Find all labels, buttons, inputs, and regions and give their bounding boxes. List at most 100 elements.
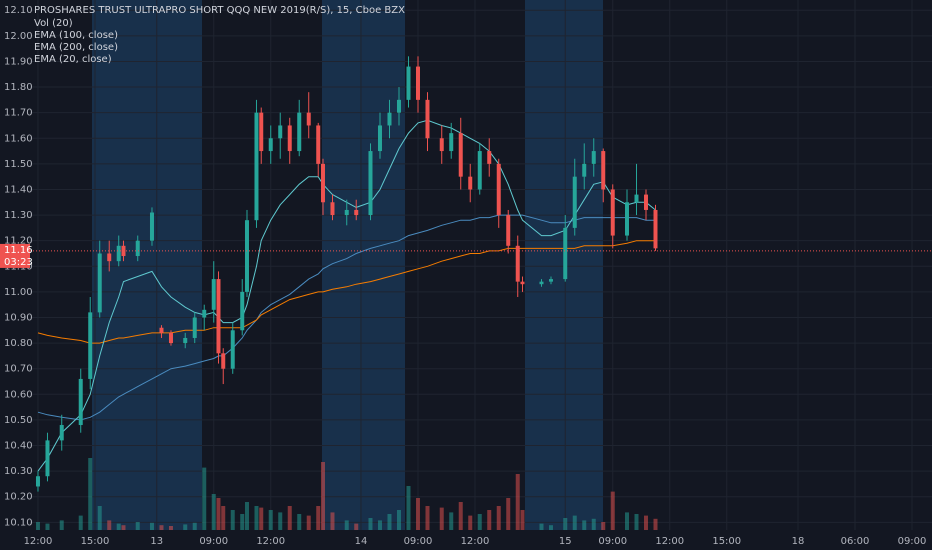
volume-bar — [135, 522, 140, 530]
chart-title: PROSHARES TRUST ULTRAPRO SHORT QQQ NEW 2… — [34, 5, 405, 16]
legend-entry: EMA (100, close) — [34, 30, 118, 41]
volume-bar — [183, 524, 188, 530]
y-tick-label: 12.00 — [4, 31, 33, 42]
candle-body — [415, 66, 420, 100]
x-tick-label: 09:00 — [199, 536, 228, 547]
y-tick-label: 10.30 — [4, 466, 33, 477]
y-tick-label: 10.60 — [4, 389, 33, 400]
x-tick-label: 15 — [559, 536, 572, 547]
volume-bar — [496, 506, 501, 530]
x-tick-label: 06:00 — [841, 536, 870, 547]
candle-body — [97, 253, 102, 313]
volume-bar — [240, 514, 245, 530]
candle-body — [425, 99, 430, 139]
volume-bar — [591, 518, 596, 530]
volume-bar — [97, 506, 102, 530]
candles — [35, 56, 658, 492]
candle-body — [506, 215, 511, 246]
y-tick-label: 11.20 — [4, 236, 33, 247]
candle-body — [221, 353, 226, 369]
x-tick-label: 09:00 — [404, 536, 433, 547]
volume-bar — [415, 498, 420, 530]
candle-body — [268, 138, 273, 152]
candle-body — [610, 189, 615, 236]
candle-body — [330, 202, 335, 216]
volume-bar — [539, 523, 544, 530]
x-tick-label: 12:00 — [461, 536, 490, 547]
candle-body — [539, 281, 544, 285]
volume-bar — [624, 512, 629, 530]
candle-body — [107, 253, 112, 262]
volume-bar — [634, 514, 639, 530]
candle-body — [159, 327, 164, 333]
candle-body — [520, 281, 525, 285]
volume-bar — [582, 520, 587, 530]
session-band — [322, 0, 405, 530]
y-tick-label: 11.80 — [4, 82, 33, 93]
x-tick-label: 12:00 — [24, 536, 53, 547]
volume-bar — [244, 502, 249, 530]
ema-line — [37, 240, 656, 344]
volume-bar — [396, 510, 401, 530]
candle-body — [477, 151, 482, 190]
x-tick-label: 12:00 — [655, 536, 684, 547]
candle-body — [396, 99, 401, 113]
candle-body — [45, 440, 50, 477]
volume-bar — [320, 462, 325, 530]
legend-entry: EMA (20, close) — [34, 54, 112, 65]
x-tick-label: 09:00 — [598, 536, 627, 547]
volume-bar — [377, 520, 382, 530]
volume-bar — [316, 506, 321, 530]
y-tick-label: 10.80 — [4, 338, 33, 349]
candle-body — [439, 138, 444, 152]
candle-body — [135, 240, 140, 257]
candle-body — [548, 279, 553, 282]
y-tick-label: 10.10 — [4, 517, 33, 528]
candle-body — [653, 209, 658, 249]
volume-bar — [192, 522, 197, 530]
candle-body — [320, 163, 325, 203]
volume-bar — [45, 523, 50, 530]
candle-body — [563, 227, 568, 280]
candle-body — [149, 212, 154, 241]
volume-bar — [506, 498, 511, 530]
candle-body — [316, 125, 321, 164]
candle-body — [601, 151, 606, 190]
candle-body — [591, 151, 596, 164]
session-band — [92, 0, 202, 530]
volume-bar — [306, 515, 311, 530]
volume-bar — [477, 514, 482, 530]
candle-body — [468, 176, 473, 190]
last-price-box — [0, 243, 30, 268]
legend-entry: EMA (200, close) — [34, 42, 118, 53]
countdown-label: 03:23 — [4, 257, 33, 268]
candle-body — [116, 245, 121, 262]
volume-bar — [406, 486, 411, 530]
volume-bar — [297, 514, 302, 530]
y-tick-label: 10.70 — [4, 364, 33, 375]
candle-body — [368, 151, 373, 216]
volume-bar — [610, 491, 615, 530]
x-tick-label: 09:00 — [898, 536, 927, 547]
candle-body — [344, 209, 349, 216]
volume-bar — [88, 458, 93, 530]
candle-body — [59, 425, 64, 441]
volume-bar — [653, 518, 658, 530]
volume-bar — [548, 525, 553, 530]
volume-bar — [425, 506, 430, 530]
volume-bar — [221, 506, 226, 530]
candle-body — [377, 125, 382, 152]
legend-entry: Vol (20) — [34, 18, 73, 29]
volume-bar — [572, 515, 577, 530]
volume-bar — [344, 520, 349, 530]
y-tick-label: 10.20 — [4, 492, 33, 503]
candle-body — [168, 332, 173, 344]
candle-body — [278, 125, 283, 139]
candle-body — [306, 112, 311, 126]
candle-body — [35, 476, 40, 487]
candle-body — [487, 151, 492, 164]
volume-bar — [449, 512, 454, 530]
legend: PROSHARES TRUST ULTRAPRO SHORT QQQ NEW 2… — [34, 5, 405, 65]
